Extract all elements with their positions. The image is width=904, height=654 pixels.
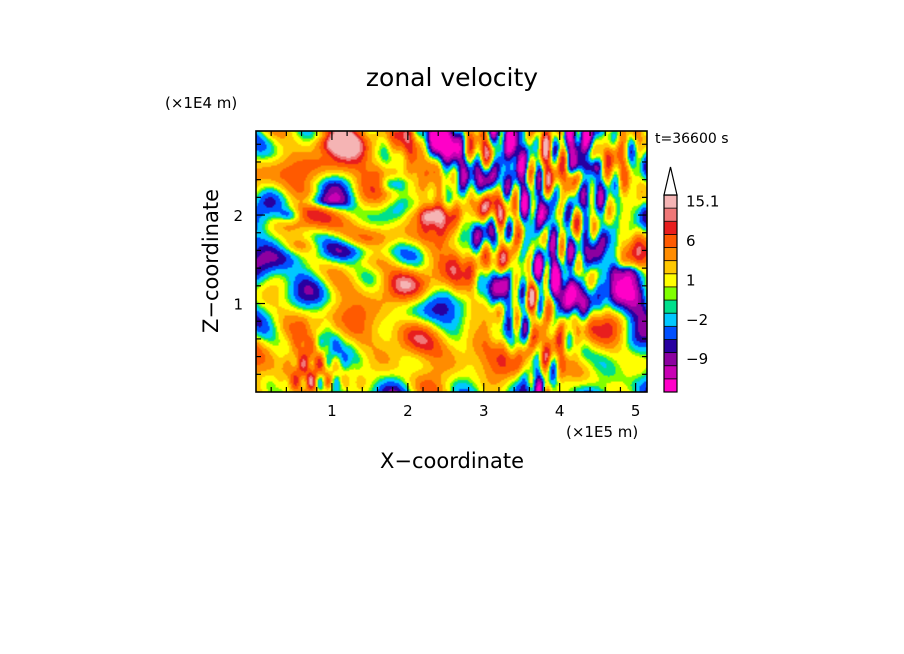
axis-ticks: 1 2 3 4 5 1 2 <box>233 131 647 420</box>
y-tick-label: 1 <box>233 296 243 314</box>
plot-area: 1 2 3 4 5 1 2 <box>233 130 648 420</box>
colorbar-swatch <box>664 365 677 380</box>
x-tick-label: 3 <box>479 402 489 420</box>
x-tick-label: 2 <box>403 402 413 420</box>
colorbar-swatch <box>664 286 677 301</box>
time-label: t=36600 s <box>655 131 729 147</box>
colorbar-swatch <box>664 247 677 262</box>
colorbar-swatch <box>664 221 677 235</box>
chart-title: zonal velocity <box>366 63 538 92</box>
colorbar-swatch <box>664 208 677 222</box>
colorbar-label: −2 <box>686 311 708 329</box>
plot-frame <box>255 130 648 393</box>
colorbar-swatch <box>664 234 677 249</box>
y-axis-label: Z−coordinate <box>199 189 223 333</box>
colorbar-swatch <box>664 260 677 275</box>
colorbar-label: −9 <box>686 350 708 368</box>
x-tick-label: 5 <box>631 402 641 420</box>
y-tick-label: 2 <box>233 207 243 225</box>
x-tick-label: 4 <box>555 402 565 420</box>
colorbar-swatch <box>664 378 677 393</box>
colorbar-label: 1 <box>686 271 696 289</box>
colorbar-swatch <box>664 273 677 288</box>
colorbar-swatch <box>664 195 677 209</box>
y-unit-label: (×1E4 m) <box>165 94 237 112</box>
x-unit-label: (×1E5 m) <box>566 423 638 441</box>
colorbar-swatch <box>664 326 677 340</box>
heatmap-field <box>256 131 647 392</box>
colorbar-swatch <box>664 339 677 354</box>
colorbar-extend-arrow <box>663 166 678 196</box>
colorbar-swatch <box>664 300 677 314</box>
x-axis-label: X−coordinate <box>380 449 524 473</box>
colorbar-swatch <box>664 352 677 367</box>
x-tick-label: 1 <box>327 402 337 420</box>
colorbar-swatch <box>664 313 677 327</box>
colorbar-label: 15.1 <box>686 193 719 211</box>
colorbar-label: 6 <box>686 232 696 250</box>
colorbar: 15.1 6 1 −2 −9 <box>663 166 719 393</box>
